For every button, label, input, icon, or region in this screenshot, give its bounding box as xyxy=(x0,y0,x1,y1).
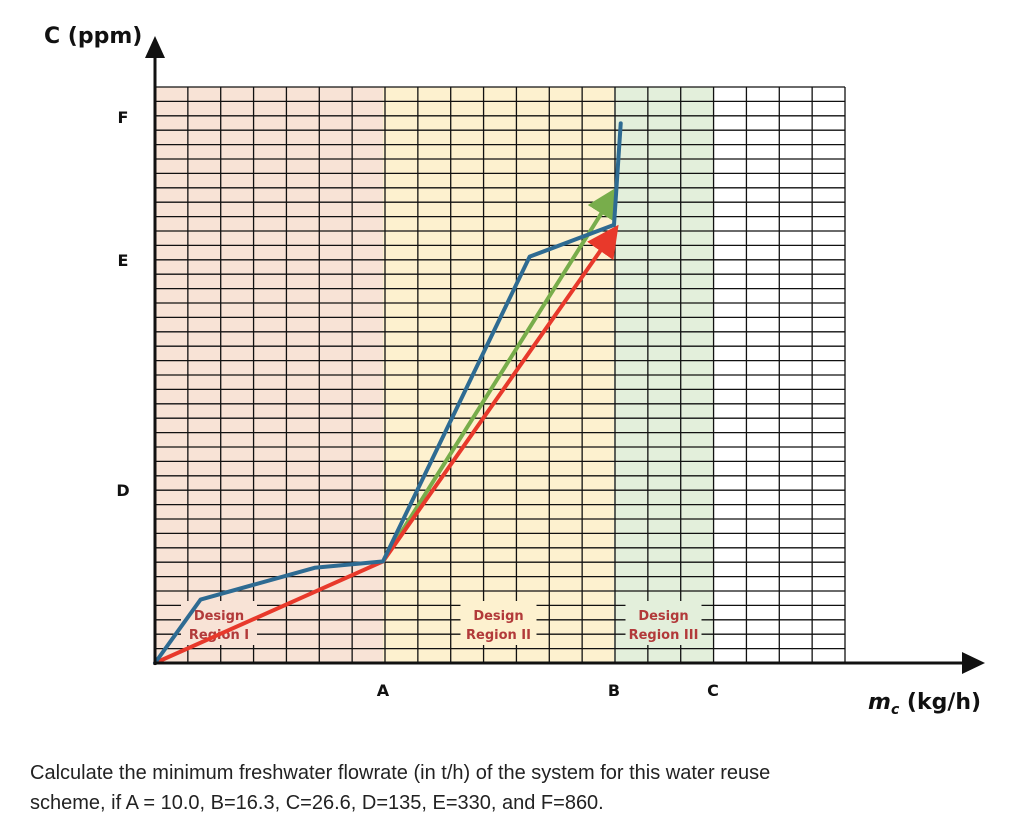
series xyxy=(153,121,623,665)
design-region-2-label-line1: Design xyxy=(473,609,523,624)
limiting-composite-curve xyxy=(153,121,623,665)
question-text: Calculate the minimum freshwater flowrat… xyxy=(30,758,930,818)
question-line-2: scheme, if A = 10.0, B=16.3, C=26.6, D=1… xyxy=(30,792,604,814)
question-line-1: Calculate the minimum freshwater flowrat… xyxy=(30,762,771,784)
design-region-3-label-line1: Design xyxy=(638,609,688,624)
y-tick-E: E xyxy=(118,251,129,270)
design-region-2-label-line2: Region II xyxy=(466,628,531,643)
y-axis-title: C (ppm) xyxy=(44,24,142,49)
design-region-3-label-box xyxy=(625,601,702,645)
x-tick-A: A xyxy=(377,681,390,700)
x-axis-title: mc (kg/h) xyxy=(868,690,981,718)
grid xyxy=(154,86,846,664)
y-axis-arrow xyxy=(145,36,165,58)
y-tick-D: D xyxy=(116,481,129,500)
tick-labels: A B C D E F xyxy=(116,108,719,700)
design-region-3-label-line2: Region III xyxy=(629,628,699,643)
design-region-1-label-line1: Design xyxy=(194,609,244,624)
water-supply-line-region-2 xyxy=(381,186,619,564)
x-tick-C: C xyxy=(707,681,719,700)
axes: C (ppm) mc (kg/h) xyxy=(44,24,985,718)
x-axis-arrow xyxy=(962,652,985,674)
design-region-2-label-box xyxy=(460,601,537,645)
y-tick-F: F xyxy=(118,108,129,127)
x-tick-B: B xyxy=(608,681,620,700)
